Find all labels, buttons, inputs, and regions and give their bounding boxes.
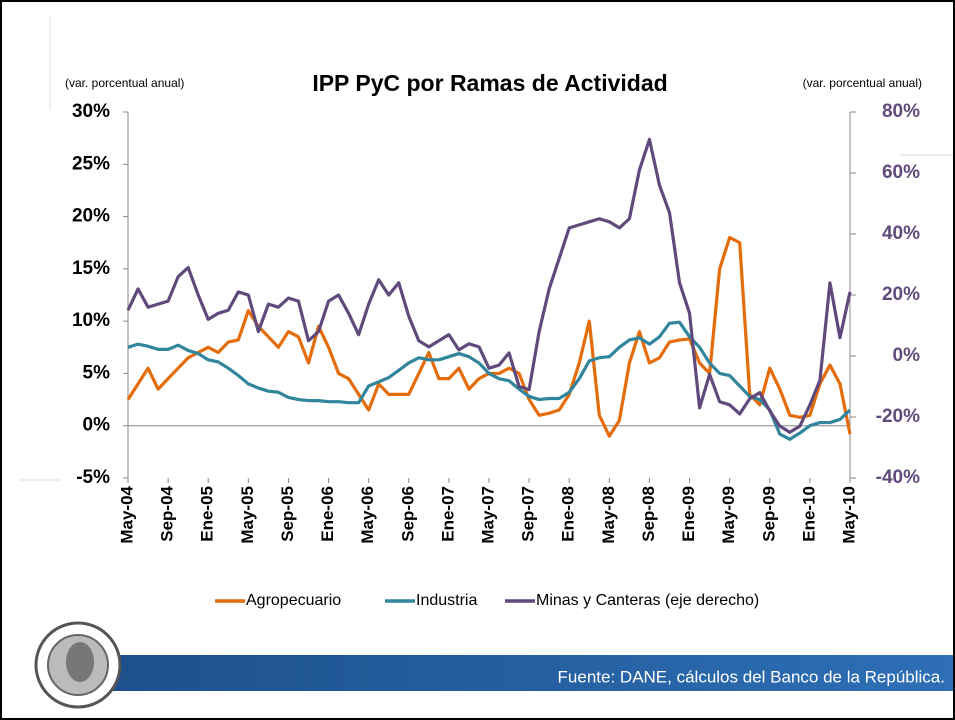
y2-tick-label: 80%	[882, 101, 920, 122]
y-tick-label: 0%	[83, 415, 111, 436]
y-axis-label: (var. porcentual anual)	[65, 76, 184, 90]
x-tick-label: Sep-04	[158, 485, 177, 541]
y-tick-label: 20%	[72, 206, 110, 227]
x-tick-label: Ene-07	[438, 486, 457, 542]
y2-tick-label: -40%	[876, 467, 920, 488]
y-tick-label: 5%	[83, 362, 111, 383]
x-tick-label: Ene-08	[559, 486, 578, 542]
x-tick-label: Sep-05	[278, 486, 297, 542]
x-tick-label: Sep-09	[759, 486, 778, 542]
footer-band	[80, 655, 953, 691]
source: Fuente: DANE, cálculos del Banco de la R…	[558, 667, 945, 686]
legend-label: Agropecuario	[246, 592, 341, 609]
series-line	[126, 137, 852, 434]
x-tick-label: May-07	[478, 486, 497, 544]
y2-axis-label: (var. porcentual anual)	[803, 76, 922, 90]
chart-title: IPP PyC por Ramas de Actividad	[312, 70, 667, 96]
x-tick-label: Sep-06	[398, 486, 417, 542]
x-tick-label: Sep-08	[639, 486, 658, 542]
y2-tick-label: 0%	[893, 345, 921, 366]
legend-label: Minas y Canteras (eje derecho)	[536, 592, 759, 609]
y-tick-label: 30%	[72, 101, 110, 122]
x-tick-label: Ene-10	[799, 486, 818, 542]
x-tick-label: Ene-06	[318, 486, 337, 542]
x-tick-label: May-10	[839, 486, 858, 544]
legend-label: Industria	[416, 592, 477, 609]
x-tick-label: May-09	[719, 486, 738, 544]
series-line	[127, 320, 852, 441]
x-tick-label: May-06	[358, 486, 377, 544]
y-tick-label: -5%	[76, 467, 110, 488]
x-tick-label: May-08	[599, 486, 618, 544]
y2-tick-label: 40%	[882, 223, 920, 244]
y-tick-label: 25%	[72, 153, 110, 174]
y-tick-label: 10%	[72, 310, 110, 331]
x-tick-label: May-04	[117, 485, 136, 543]
y-tick-label: 15%	[72, 258, 110, 279]
y2-tick-label: -20%	[876, 406, 920, 427]
x-tick-label: Ene-05	[198, 486, 217, 542]
x-tick-label: Sep-07	[519, 486, 538, 542]
y2-tick-label: 20%	[882, 284, 920, 305]
x-tick-label: May-05	[238, 486, 257, 544]
y2-tick-label: 60%	[882, 162, 920, 183]
logo	[34, 621, 122, 709]
x-tick-label: Ene-09	[679, 486, 698, 542]
